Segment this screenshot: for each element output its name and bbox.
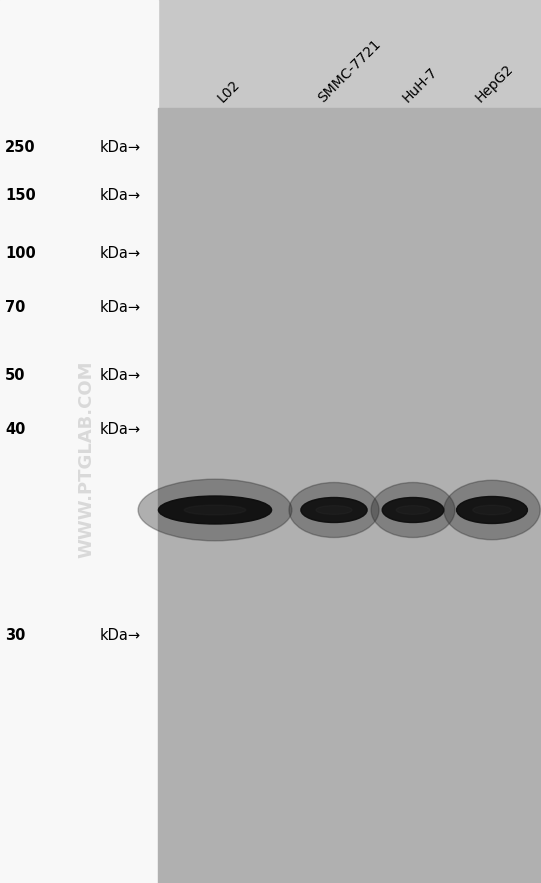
Text: kDa→: kDa→ [100, 245, 141, 260]
Text: HuH-7: HuH-7 [400, 64, 440, 105]
Text: 40: 40 [5, 422, 25, 437]
Ellipse shape [473, 505, 511, 515]
Ellipse shape [396, 506, 430, 515]
Ellipse shape [184, 505, 246, 515]
Text: HepG2: HepG2 [473, 62, 516, 105]
Text: 100: 100 [5, 245, 36, 260]
Text: 30: 30 [5, 628, 25, 643]
Bar [158, 108, 541, 883]
Text: kDa→: kDa→ [100, 187, 141, 202]
Text: kDa→: kDa→ [100, 367, 141, 382]
Ellipse shape [444, 480, 540, 540]
Text: kDa→: kDa→ [100, 422, 141, 437]
Bar [0, 0, 158, 883]
Ellipse shape [382, 497, 444, 523]
Text: 70: 70 [5, 300, 25, 315]
Ellipse shape [457, 496, 527, 524]
Ellipse shape [371, 482, 455, 538]
Text: L02: L02 [215, 77, 243, 105]
Ellipse shape [316, 506, 352, 515]
Ellipse shape [138, 479, 292, 540]
Ellipse shape [289, 482, 379, 538]
Text: kDa→: kDa→ [100, 300, 141, 315]
Text: 50: 50 [5, 367, 25, 382]
Text: SMMC-7721: SMMC-7721 [315, 37, 383, 105]
Text: kDa→: kDa→ [100, 628, 141, 643]
Text: WWW.PTGLAB.COM: WWW.PTGLAB.COM [78, 360, 96, 558]
Text: 250: 250 [5, 140, 36, 155]
Ellipse shape [301, 497, 367, 523]
Ellipse shape [159, 496, 272, 524]
Text: kDa→: kDa→ [100, 140, 141, 155]
Text: 150: 150 [5, 187, 36, 202]
